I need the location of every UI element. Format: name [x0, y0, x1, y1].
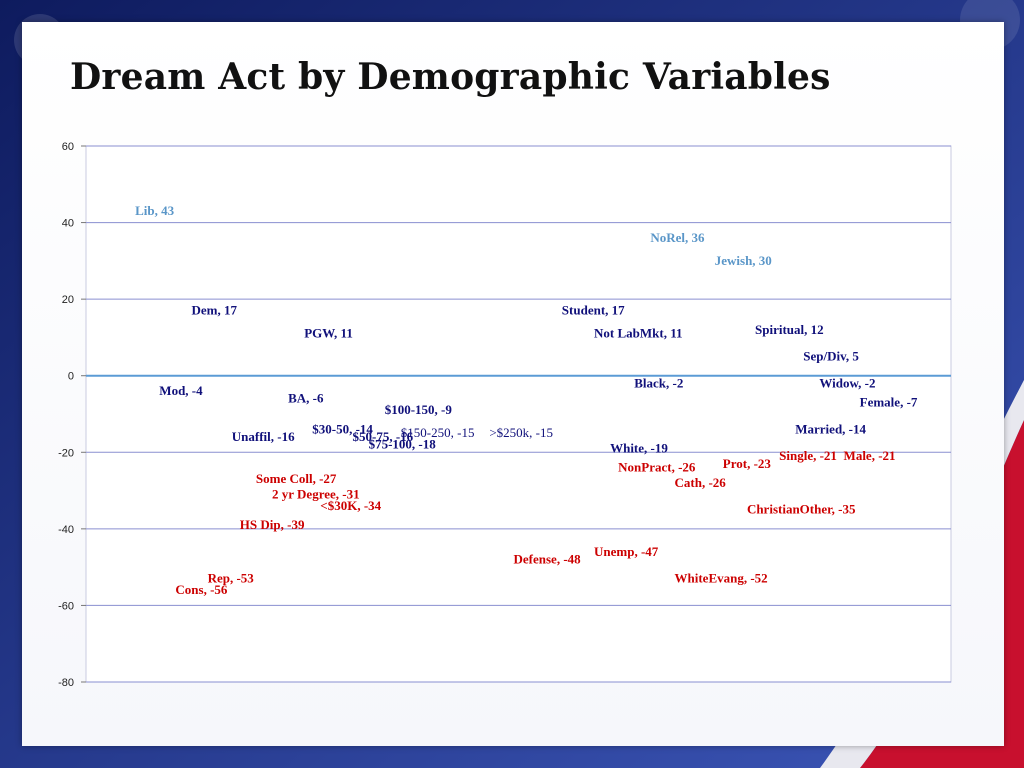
- data-point: $150-250, -15: [401, 425, 475, 440]
- data-point: Sep/Div, 5: [803, 349, 859, 364]
- data-point: White, -19: [610, 440, 668, 455]
- data-label: Mod, -4: [159, 383, 203, 398]
- data-label: Defense, -48: [514, 551, 582, 566]
- data-label: Single, -21: [779, 448, 837, 463]
- data-point: Unemp, -47: [594, 544, 659, 559]
- y-tick-label: -40: [58, 524, 74, 536]
- data-label: Lib, 43: [135, 203, 175, 218]
- data-label: White, -19: [610, 440, 668, 455]
- data-points: Lib, 43 NoRel, 36 Jewish, 30 Dem, 17 Student…: [135, 203, 918, 597]
- data-point: ChristianOther, -35: [747, 502, 856, 517]
- data-label: $30-50, -14: [312, 421, 373, 436]
- data-point: Unaffil, -16: [232, 429, 295, 444]
- data-label: NonPract, -26: [618, 460, 696, 475]
- data-point: $100-150, -9: [385, 402, 453, 417]
- data-label: Cons, -56: [175, 582, 228, 597]
- data-label: Cath, -26: [675, 475, 727, 490]
- data-point: Black, -2: [634, 375, 683, 390]
- data-label: Unaffil, -16: [232, 429, 295, 444]
- y-tick-label: 0: [68, 371, 74, 383]
- data-label: <$30K, -34: [320, 498, 381, 513]
- data-label: Rep, -53: [208, 571, 255, 586]
- y-tick-label: 60: [62, 141, 74, 153]
- y-tick-label: -80: [58, 677, 74, 689]
- data-point: <$30K, -34: [320, 498, 381, 513]
- y-tick-label: 40: [62, 218, 74, 230]
- data-label: ChristianOther, -35: [747, 502, 856, 517]
- data-point: Defense, -48: [514, 551, 582, 566]
- data-point: Male, -21: [844, 448, 896, 463]
- data-point: Rep, -53: [208, 571, 255, 586]
- data-point: Spiritual, 12: [755, 322, 824, 337]
- data-point: Cath, -26: [675, 475, 727, 490]
- data-label: Prot, -23: [723, 456, 772, 471]
- data-point: HS Dip, -39: [240, 517, 305, 532]
- data-point: 2 yr Degree, -31: [272, 486, 360, 501]
- y-tick-label: -20: [58, 447, 74, 459]
- data-point: Cons, -56: [175, 582, 228, 597]
- data-point: Married, -14: [795, 421, 866, 436]
- data-label: >$250k, -15: [489, 425, 553, 440]
- data-label: $100-150, -9: [385, 402, 453, 417]
- data-label: Male, -21: [844, 448, 896, 463]
- data-point: Not LabMkt, 11: [594, 326, 682, 341]
- data-label: NoRel, 36: [650, 230, 705, 245]
- data-point: Dem, 17: [192, 303, 238, 318]
- data-label: HS Dip, -39: [240, 517, 305, 532]
- data-point: Female, -7: [860, 395, 918, 410]
- data-point: WhiteEvang, -52: [675, 571, 768, 586]
- data-label: Black, -2: [634, 375, 683, 390]
- data-point: >$250k, -15: [489, 425, 553, 440]
- data-label: Sep/Div, 5: [803, 349, 859, 364]
- y-tick-label: 20: [62, 294, 74, 306]
- data-point: Lib, 43: [135, 203, 175, 218]
- data-label: Widow, -2: [819, 375, 875, 390]
- data-label: WhiteEvang, -52: [675, 571, 768, 586]
- data-point: BA, -6: [288, 391, 324, 406]
- data-label: $150-250, -15: [401, 425, 475, 440]
- data-point: Student, 17: [562, 303, 625, 318]
- y-axis-ticks: 60 40 20 0 -20 -40 -60 -80: [58, 141, 86, 689]
- data-point: Mod, -4: [159, 383, 203, 398]
- data-label: Dem, 17: [192, 303, 238, 318]
- data-label: $50-75, -16: [353, 429, 414, 444]
- data-label: PGW, 11: [304, 326, 353, 341]
- data-point: Widow, -2: [819, 375, 875, 390]
- data-label: Student, 17: [562, 303, 625, 318]
- plot-area: [85, 145, 952, 683]
- data-point: $50-75, -16: [353, 429, 414, 444]
- data-label: BA, -6: [288, 391, 324, 406]
- data-label: Jewish, 30: [715, 253, 772, 268]
- data-label: Spiritual, 12: [755, 322, 824, 337]
- data-point: NonPract, -26: [618, 460, 696, 475]
- data-label: $75-100, -18: [369, 437, 437, 452]
- gridlines: [86, 145, 951, 683]
- data-point: Prot, -23: [723, 456, 772, 471]
- slide-title: Dream Act by Demographic Variables: [70, 56, 831, 98]
- data-label: Female, -7: [860, 395, 918, 410]
- data-label: Some Coll, -27: [256, 471, 337, 486]
- data-point: Jewish, 30: [715, 253, 772, 268]
- data-point: $75-100, -18: [369, 437, 437, 452]
- data-point: PGW, 11: [304, 326, 353, 341]
- data-point: $30-50, -14: [312, 421, 373, 436]
- data-label: Unemp, -47: [594, 544, 659, 559]
- data-label: 2 yr Degree, -31: [272, 486, 360, 501]
- data-point: Some Coll, -27: [256, 471, 337, 486]
- data-label: Not LabMkt, 11: [594, 326, 682, 341]
- data-point: NoRel, 36: [650, 230, 705, 245]
- data-label: Married, -14: [795, 421, 866, 436]
- data-point: Single, -21: [779, 448, 837, 463]
- y-tick-label: -60: [58, 600, 74, 612]
